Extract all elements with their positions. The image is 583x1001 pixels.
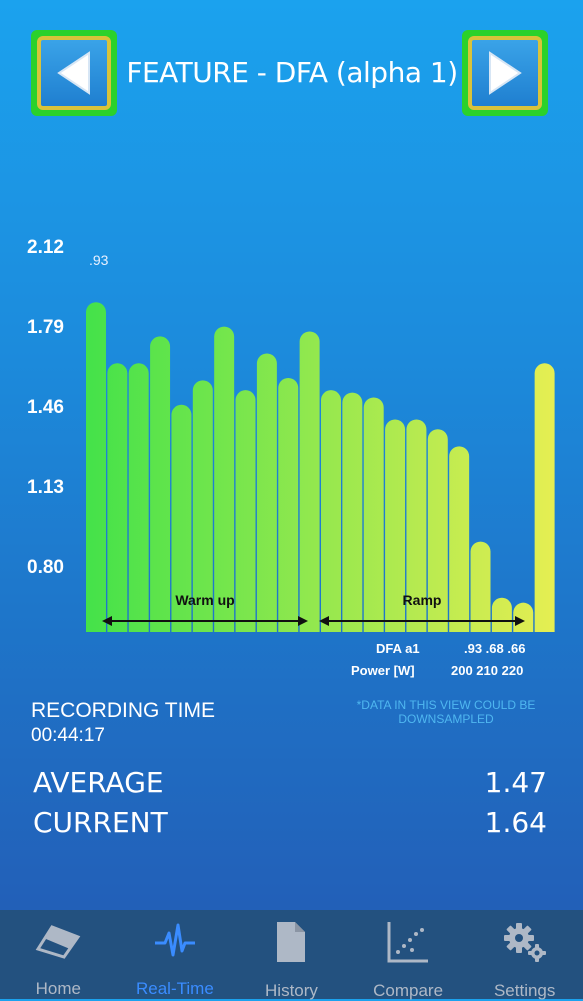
next-feature-button[interactable] (462, 30, 548, 116)
tab-compare-label: Compare (373, 981, 444, 1000)
page-title: FEATURE - DFA (alpha 1) (126, 56, 458, 89)
average-label: AVERAGE (33, 766, 164, 799)
arrow-right-icon (489, 51, 522, 95)
bar-11 (321, 390, 341, 632)
y-tick-label: 2.12 (27, 237, 64, 258)
legend-dfa-label: DFA a1 (376, 641, 420, 656)
previous-feature-button[interactable] (31, 30, 117, 116)
downsample-note-line1: *DATA IN THIS VIEW COULD BE (356, 698, 536, 712)
gears-icon (503, 923, 546, 962)
average-value: 1.47 (484, 766, 547, 799)
arrow-left-icon (57, 51, 90, 95)
legend-power-label: Power [W] (351, 663, 415, 678)
bar-1 (107, 363, 128, 632)
tab-home-label: Home (35, 979, 81, 998)
dfa-bar-chart: 2.12 1.79 1.46 1.13 0.80 .93 Warm up Ramp DF… (27, 237, 555, 678)
bar-9 (278, 377, 299, 632)
bar-17 (449, 446, 470, 632)
bars-group (86, 302, 555, 632)
tab-compare[interactable]: Compare (350, 910, 467, 1000)
bar-5 (192, 380, 213, 632)
bar-8 (256, 353, 277, 632)
bar-6 (214, 326, 235, 632)
scatter-icon (387, 922, 429, 963)
tab-history-label: History (265, 981, 318, 1000)
tab-settings-label: Settings (493, 981, 556, 1000)
downsample-note-line2: DOWNSAMPLED (398, 712, 494, 726)
bar-15 (406, 419, 427, 632)
tab-real-time[interactable]: Real-Time (117, 910, 234, 999)
bar-12 (342, 392, 363, 632)
current-label: CURRENT (33, 806, 168, 839)
y-tick-label: 1.79 (27, 317, 64, 338)
bar-21 (534, 363, 555, 632)
bar-19 (491, 597, 512, 632)
bar-2 (128, 363, 149, 632)
bar-4 (171, 404, 192, 632)
legend-dfa-values: .93 .68 .66 (464, 641, 525, 656)
y-axis-ticks: 2.12 1.79 1.46 1.13 0.80 (27, 237, 64, 578)
tab-bar: Home Real-Time History (0, 910, 583, 1000)
tab-settings[interactable]: Settings (466, 910, 583, 1000)
home-icon (35, 925, 81, 959)
current-value: 1.64 (484, 806, 547, 839)
bar-16 (427, 429, 448, 632)
document-icon (277, 922, 306, 962)
y-tick-label: 1.46 (27, 397, 64, 418)
bar-13 (363, 397, 384, 632)
y-tick-label: 0.80 (27, 557, 64, 578)
y-tick-label: 1.13 (27, 477, 64, 498)
bar-20 (513, 602, 534, 632)
bar-0 (86, 302, 106, 632)
first-bar-value-label: .93 (89, 252, 109, 268)
bar-3 (150, 336, 171, 632)
bar-10 (299, 331, 320, 632)
tab-history[interactable]: History (233, 910, 350, 1000)
recording-time-value: 00:44:17 (31, 725, 105, 746)
tab-home[interactable]: Home (0, 910, 117, 999)
downsample-note: *DATA IN THIS VIEW COULD BE DOWNSAMPLED (330, 698, 562, 726)
bar-7 (235, 390, 256, 632)
bar-18 (470, 541, 491, 632)
warmup-label: Warm up (175, 592, 234, 608)
pulse-icon (154, 923, 195, 957)
recording-time-label: RECORDING TIME (31, 699, 215, 722)
bar-14 (385, 419, 406, 632)
legend-power-values: 200 210 220 (451, 663, 523, 678)
ramp-label: Ramp (403, 592, 442, 608)
tab-real-time-label: Real-Time (136, 979, 214, 998)
